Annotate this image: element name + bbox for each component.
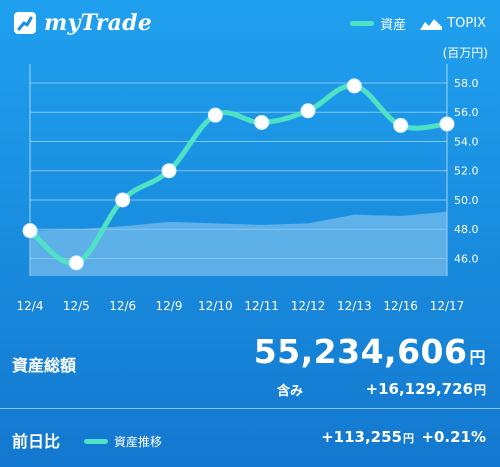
- legend-topix-label: TOPIX: [447, 16, 486, 31]
- asset-line: [27, 83, 450, 266]
- x-tick-label: 12/10: [198, 299, 233, 313]
- asset-chart-svg: 46.0 48.0 50.0 52.0 54.0 56.0 58.0 12/4 12/5 12/6…: [17, 64, 479, 313]
- unrealized-gain-label: 含み: [277, 384, 304, 399]
- total-assets-unit: 円: [469, 348, 486, 367]
- divider: [0, 408, 500, 409]
- asset-point: [22, 223, 38, 239]
- summary-panel: 資産総額 55,234,606 円 含み +16,129,726円: [0, 330, 500, 410]
- y-tick-label: 58.0: [454, 77, 479, 90]
- unit-label: (百万円): [442, 46, 488, 60]
- y-tick-label: 52.0: [454, 165, 479, 178]
- x-tick-label: 12/4: [17, 299, 44, 313]
- header: myTrade 資産 TOPIX (百万円): [0, 0, 500, 60]
- asset-point: [300, 103, 316, 119]
- y-tick-label: 46.0: [454, 252, 479, 265]
- trend-logo-icon: [14, 12, 36, 34]
- y-tick-label: 48.0: [454, 223, 479, 236]
- daily-change-amount: +113,255: [321, 428, 402, 446]
- x-tick-label: 12/9: [156, 299, 183, 313]
- daily-change-percent: +0.21%: [421, 428, 486, 446]
- x-tick-label: 12/11: [244, 299, 279, 313]
- asset-point: [161, 163, 177, 179]
- asset-trend-swatch: [84, 439, 108, 444]
- legend-asset: 資産: [350, 14, 406, 33]
- daily-change-yen: +113,255円: [321, 428, 414, 446]
- total-assets-label: 資産総額: [12, 356, 77, 375]
- unrealized-gain-unit: 円: [473, 383, 486, 397]
- y-tick-label: 56.0: [454, 106, 479, 119]
- topix-area: [30, 211, 447, 276]
- x-tick-label: 12/12: [291, 299, 326, 313]
- x-tick-label: 12/6: [109, 299, 136, 313]
- legend-asset-label: 資産: [380, 18, 407, 33]
- asset-trend-label: 資産推移: [114, 435, 163, 449]
- daily-change-unit: 円: [403, 432, 414, 445]
- asset-point: [439, 116, 455, 132]
- daily-change-label: 前日比: [12, 432, 61, 451]
- mountain-area-icon: [420, 18, 443, 30]
- daily-change-bar: 前日比 資産推移 +113,255円 +0.21%: [0, 412, 500, 467]
- asset-trend-legend: 資産推移: [84, 433, 162, 450]
- asset-line-swatch: [350, 21, 375, 26]
- asset-point: [68, 255, 84, 271]
- app-title: myTrade: [44, 10, 153, 36]
- asset-point: [207, 107, 223, 123]
- y-tick-label: 50.0: [454, 194, 479, 207]
- total-assets-amount: 55,234,606: [253, 332, 468, 371]
- x-tick-label: 12/5: [63, 299, 90, 313]
- asset-point: [115, 192, 131, 208]
- unrealized-gain-amount: +16,129,726: [365, 380, 473, 398]
- app-logo[interactable]: myTrade: [14, 10, 152, 36]
- asset-point: [346, 78, 362, 94]
- legend-topix: TOPIX: [420, 16, 486, 31]
- x-tick-label: 12/13: [337, 299, 372, 313]
- chart-legend: 資産 TOPIX: [336, 14, 486, 33]
- total-assets-value: 55,234,606 円: [254, 332, 486, 371]
- asset-point: [393, 117, 409, 133]
- y-tick-label: 54.0: [454, 135, 479, 148]
- x-tick-label: 12/17: [430, 299, 465, 313]
- asset-point: [254, 114, 270, 130]
- unrealized-gain-value: +16,129,726円: [366, 380, 486, 398]
- x-tick-label: 12/16: [383, 299, 418, 313]
- asset-chart[interactable]: 46.0 48.0 50.0 52.0 54.0 56.0 58.0 12/4 12/5 12/6…: [0, 60, 500, 332]
